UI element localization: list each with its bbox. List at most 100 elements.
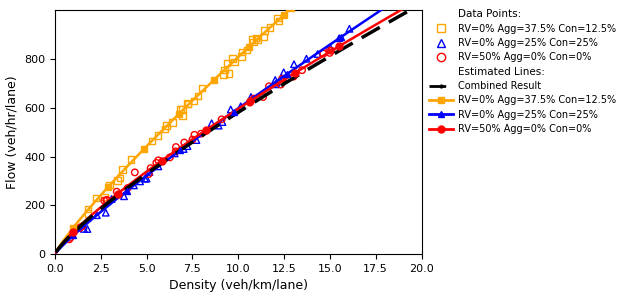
Point	[217, 117, 227, 122]
Point	[265, 25, 275, 30]
Point	[226, 107, 236, 112]
Point	[253, 37, 263, 42]
Point	[249, 96, 259, 101]
Point	[242, 48, 252, 52]
Point	[274, 19, 284, 24]
Point	[112, 189, 122, 194]
Point	[151, 161, 161, 165]
Point	[270, 77, 280, 82]
Point	[245, 100, 255, 105]
Point	[325, 51, 335, 55]
Point	[79, 226, 89, 231]
Point	[289, 62, 299, 66]
Point	[82, 226, 92, 231]
Point	[260, 28, 270, 33]
Point	[179, 147, 189, 151]
Point	[176, 107, 186, 112]
Point	[99, 195, 109, 199]
Point	[83, 207, 93, 211]
Point	[219, 68, 229, 72]
Point	[285, 4, 295, 9]
Point	[236, 104, 246, 109]
Point	[273, 15, 283, 20]
Point	[276, 82, 286, 87]
Point	[77, 224, 87, 229]
Point	[182, 101, 192, 106]
Point	[325, 46, 335, 50]
Point	[140, 176, 150, 181]
Point	[246, 94, 256, 99]
Point	[153, 133, 163, 138]
Point	[383, 0, 393, 5]
Point	[214, 123, 224, 128]
Point	[277, 77, 287, 81]
Point	[218, 120, 228, 125]
Point	[117, 167, 127, 172]
Point	[334, 36, 344, 41]
Point	[344, 27, 354, 31]
Point	[92, 213, 102, 218]
Point	[278, 77, 288, 81]
Point	[119, 194, 129, 199]
Point	[83, 211, 93, 216]
Point	[142, 176, 152, 181]
Point	[65, 235, 75, 240]
Point	[147, 139, 157, 143]
Point	[129, 183, 139, 188]
Point	[179, 140, 189, 145]
Point	[177, 107, 187, 112]
Point	[189, 99, 199, 104]
Point	[302, 56, 312, 61]
Point	[78, 223, 88, 228]
Point	[75, 226, 85, 230]
Point	[177, 113, 187, 118]
Point	[319, 51, 329, 56]
Point	[278, 70, 288, 75]
Point	[182, 144, 192, 148]
Point	[144, 172, 154, 176]
Point	[286, 5, 296, 10]
Point	[104, 183, 114, 187]
Point	[101, 210, 111, 215]
Point	[162, 123, 172, 128]
Point	[126, 157, 136, 162]
Point	[102, 198, 112, 203]
Point	[264, 84, 274, 89]
Point	[99, 198, 109, 203]
Point	[224, 71, 234, 76]
Point	[313, 52, 323, 56]
Point	[271, 80, 282, 85]
Point	[197, 86, 207, 91]
Legend: Data Points:, RV=0% Agg=37.5% Con=12.5%, RV=0% Agg=25% Con=25%, RV=50% Agg=0% Co: Data Points:, RV=0% Agg=37.5% Con=12.5%,…	[425, 5, 620, 138]
Point	[135, 179, 145, 184]
Point	[112, 178, 122, 183]
Point	[171, 149, 181, 154]
Point	[160, 127, 170, 131]
Point	[191, 138, 201, 142]
Point	[71, 226, 81, 231]
Point	[248, 40, 258, 44]
Point	[183, 102, 193, 106]
Point	[207, 121, 217, 125]
X-axis label: Density (veh/km/lane): Density (veh/km/lane)	[169, 280, 308, 292]
Point	[258, 35, 268, 39]
Point	[154, 158, 164, 163]
Point	[130, 170, 140, 175]
Point	[154, 164, 164, 169]
Point	[196, 131, 206, 136]
Point	[167, 120, 177, 125]
Point	[193, 94, 203, 99]
Point	[236, 54, 246, 59]
Point	[251, 35, 261, 40]
Point	[107, 197, 117, 201]
Point	[165, 155, 175, 160]
Point	[123, 186, 133, 190]
Point	[144, 170, 154, 174]
Point	[277, 79, 287, 83]
Point	[102, 198, 112, 202]
Point	[91, 195, 101, 200]
Point	[187, 137, 198, 142]
Point	[297, 68, 307, 72]
Point	[222, 60, 232, 65]
Point	[189, 132, 199, 137]
